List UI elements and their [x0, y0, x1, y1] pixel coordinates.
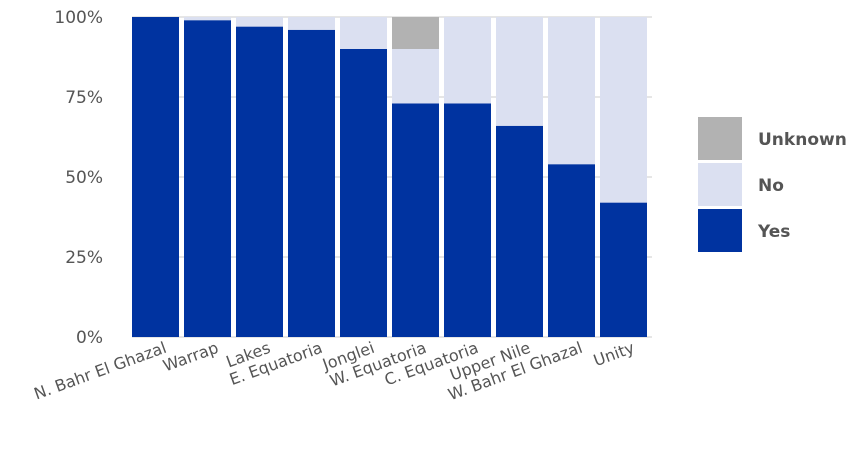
x-tick-label: Unity: [591, 338, 637, 370]
x-tick-label: Warrap: [160, 338, 220, 375]
bar-yes-c-equatoria[interactable]: [444, 103, 491, 338]
legend-label-unknown: Unknown: [758, 130, 847, 150]
y-tick-label: 25%: [65, 248, 103, 268]
bar-yes-w-bahr-el-ghazal[interactable]: [548, 164, 595, 337]
y-tick-label: 0%: [76, 328, 103, 348]
bar-no-w-bahr-el-ghazal[interactable]: [548, 17, 595, 165]
bar-unknown-w-equatoria[interactable]: [392, 17, 439, 49]
y-tick-label: 50%: [65, 168, 103, 188]
y-tick-label: 100%: [54, 8, 103, 28]
bar-no-e-equatoria[interactable]: [288, 17, 335, 30]
bar-yes-jonglei[interactable]: [340, 49, 387, 337]
legend-swatch-unknown: [698, 117, 742, 160]
bar-no-warrap[interactable]: [184, 17, 231, 21]
bar-no-upper-nile[interactable]: [496, 17, 543, 126]
bars: [132, 17, 647, 338]
bar-yes-unity[interactable]: [600, 202, 647, 337]
legend-swatch-yes: [698, 209, 742, 252]
y-tick-label: 75%: [65, 88, 103, 108]
bar-yes-lakes[interactable]: [236, 26, 283, 337]
legend-swatch-no: [698, 163, 742, 206]
bar-no-jonglei[interactable]: [340, 17, 387, 49]
bar-yes-n-bahr-el-ghazal[interactable]: [132, 17, 179, 337]
legend-label-no: No: [758, 176, 784, 196]
y-axis: 0% 25% 50% 75% 100%: [54, 8, 103, 348]
bar-yes-upper-nile[interactable]: [496, 125, 543, 337]
bar-no-lakes[interactable]: [236, 17, 283, 27]
bar-no-w-equatoria[interactable]: [392, 49, 439, 104]
legend-label-yes: Yes: [757, 222, 790, 242]
bar-no-unity[interactable]: [600, 17, 647, 203]
bar-no-c-equatoria[interactable]: [444, 17, 491, 104]
bar-yes-w-equatoria[interactable]: [392, 103, 439, 338]
legend[interactable]: Unknown No Yes: [698, 117, 847, 252]
bar-yes-warrap[interactable]: [184, 20, 231, 337]
bar-yes-e-equatoria[interactable]: [288, 29, 335, 338]
